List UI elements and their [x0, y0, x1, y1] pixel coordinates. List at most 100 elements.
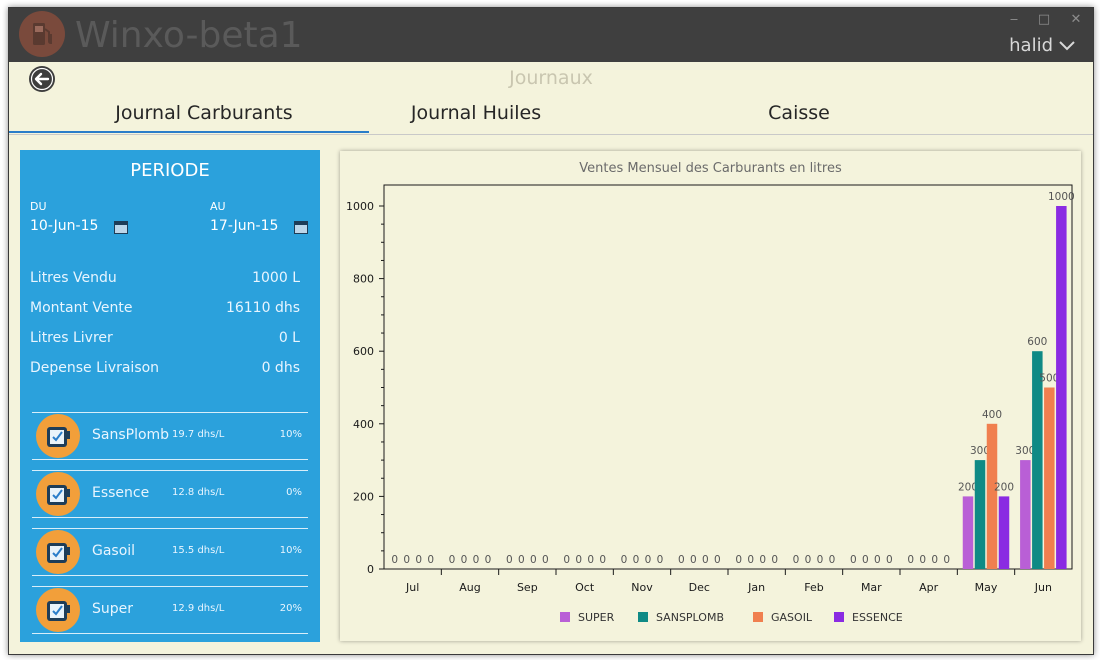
data-label: 0: [793, 554, 800, 566]
x-tick-label: Aug: [459, 581, 480, 594]
x-tick-label: Sep: [517, 581, 538, 594]
title-bar: Winxo-beta1 ‒ □ ✕ halid: [9, 8, 1093, 62]
data-label: 0: [919, 554, 926, 566]
fuel-item-essence[interactable]: Essence 12.8 dhs/L 0%: [32, 470, 308, 518]
minimize-button[interactable]: ‒: [1009, 12, 1019, 27]
bar-super: [962, 496, 974, 569]
data-label: 0: [805, 554, 812, 566]
stat-value-montant-vente: 16110 dhs: [225, 300, 300, 316]
stat-label-litres-vendu: Litres Vendu: [30, 270, 117, 286]
data-label: 0: [473, 554, 480, 566]
data-label: 0: [415, 554, 422, 566]
data-label: 0: [506, 554, 513, 566]
x-tick-label: Jul: [405, 581, 419, 594]
fuel-name: Super: [92, 601, 134, 617]
x-tick-label: Jun: [1034, 581, 1052, 594]
y-tick-label: 200: [353, 490, 374, 503]
chart-panel: Ventes Mensuel des Carburants en litres …: [340, 151, 1081, 641]
x-tick-label: Mar: [861, 581, 882, 594]
data-label: 600: [1027, 336, 1047, 348]
periode-panel: PERIODE DU 10-Jun-15 AU 17-Jun-15 Litres…: [20, 150, 320, 642]
data-label: 0: [485, 554, 492, 566]
fuel-item-sansplomb[interactable]: SansPlomb 19.7 dhs/L 10%: [32, 412, 308, 460]
data-label: 0: [886, 554, 893, 566]
data-label: 0: [690, 554, 697, 566]
du-date-field[interactable]: 10-Jun-15: [30, 218, 99, 234]
data-label: 0: [759, 554, 766, 566]
tab-journal-huiles[interactable]: Journal Huiles: [410, 102, 542, 124]
fuel-pump-icon: [19, 11, 65, 57]
fuel-can-icon: [36, 414, 80, 458]
bar-gasoil: [1044, 387, 1055, 569]
data-label: 0: [817, 554, 824, 566]
close-button[interactable]: ✕: [1070, 12, 1082, 27]
legend-swatch: [638, 612, 648, 622]
bar-essence: [1056, 206, 1067, 569]
au-label: AU: [210, 200, 226, 213]
data-label: 0: [657, 554, 664, 566]
fuel-percent: 10%: [279, 429, 302, 440]
fuel-price: 15.5 dhs/L: [172, 545, 225, 556]
y-tick-label: 800: [353, 273, 374, 286]
fuel-percent: 10%: [279, 545, 302, 556]
bar-sansplomb: [1032, 351, 1043, 569]
active-tab-indicator: [9, 131, 369, 133]
back-arrow-icon: [30, 67, 54, 91]
data-label: 0: [747, 554, 754, 566]
data-label: 0: [771, 554, 778, 566]
data-label: 0: [403, 554, 410, 566]
legend-swatch: [834, 612, 844, 622]
app-window: Winxo-beta1 ‒ □ ✕ halid Journaux Journal…: [8, 7, 1094, 655]
x-tick-label: Apr: [919, 581, 939, 594]
fuel-item-super[interactable]: Super 12.9 dhs/L 20%: [32, 586, 308, 634]
legend-label: SANSPLOMB: [656, 611, 724, 624]
data-label: 0: [862, 554, 869, 566]
data-label: 0: [587, 554, 594, 566]
fuel-name: SansPlomb: [92, 427, 170, 443]
data-label: 0: [427, 554, 434, 566]
data-label: 0: [714, 554, 721, 566]
data-label: 0: [575, 554, 582, 566]
data-label: 300: [970, 445, 990, 457]
data-label: 0: [678, 554, 685, 566]
x-tick-label: Dec: [689, 581, 710, 594]
chevron-down-icon: [1059, 35, 1075, 56]
legend-swatch: [753, 612, 763, 622]
fuel-price: 12.9 dhs/L: [172, 603, 225, 614]
tab-bar: Journal Carburants Journal Huiles Caisse: [9, 100, 1093, 135]
data-label: 200: [994, 481, 1014, 493]
legend-swatch: [560, 612, 570, 622]
fuel-can-icon: [36, 530, 80, 574]
tab-caisse[interactable]: Caisse: [768, 102, 830, 124]
du-calendar-icon[interactable]: [114, 221, 128, 234]
data-label: 0: [599, 554, 606, 566]
data-label: 0: [702, 554, 709, 566]
stat-value-litres-vendu: 1000 L: [252, 270, 300, 286]
fuel-percent: 0%: [286, 487, 302, 498]
data-label: 300: [1015, 445, 1035, 457]
tab-journal-carburants[interactable]: Journal Carburants: [115, 102, 293, 124]
fuel-name: Essence: [92, 485, 150, 501]
data-label: 0: [850, 554, 857, 566]
fuel-price: 19.7 dhs/L: [172, 429, 225, 440]
user-menu[interactable]: halid: [1009, 35, 1075, 56]
fuel-name: Gasoil: [92, 543, 136, 559]
data-label: 0: [542, 554, 549, 566]
legend-label: ESSENCE: [852, 611, 903, 624]
x-tick-label: Nov: [631, 581, 653, 594]
au-date-field[interactable]: 17-Jun-15: [210, 218, 279, 234]
y-tick-label: 0: [367, 563, 374, 576]
fuel-can-icon: [36, 472, 80, 516]
fuel-item-gasoil[interactable]: Gasoil 15.5 dhs/L 10%: [32, 528, 308, 576]
back-button[interactable]: [29, 66, 55, 92]
maximize-button[interactable]: □: [1037, 12, 1051, 27]
data-label: 0: [449, 554, 456, 566]
au-calendar-icon[interactable]: [294, 221, 308, 234]
fuel-percent: 20%: [279, 603, 302, 614]
data-label: 0: [621, 554, 628, 566]
fuel-price: 12.8 dhs/L: [172, 487, 225, 498]
data-label: 1000: [1048, 191, 1075, 203]
periode-title: PERIODE: [130, 160, 210, 181]
data-label: 0: [633, 554, 640, 566]
data-label: 0: [931, 554, 938, 566]
